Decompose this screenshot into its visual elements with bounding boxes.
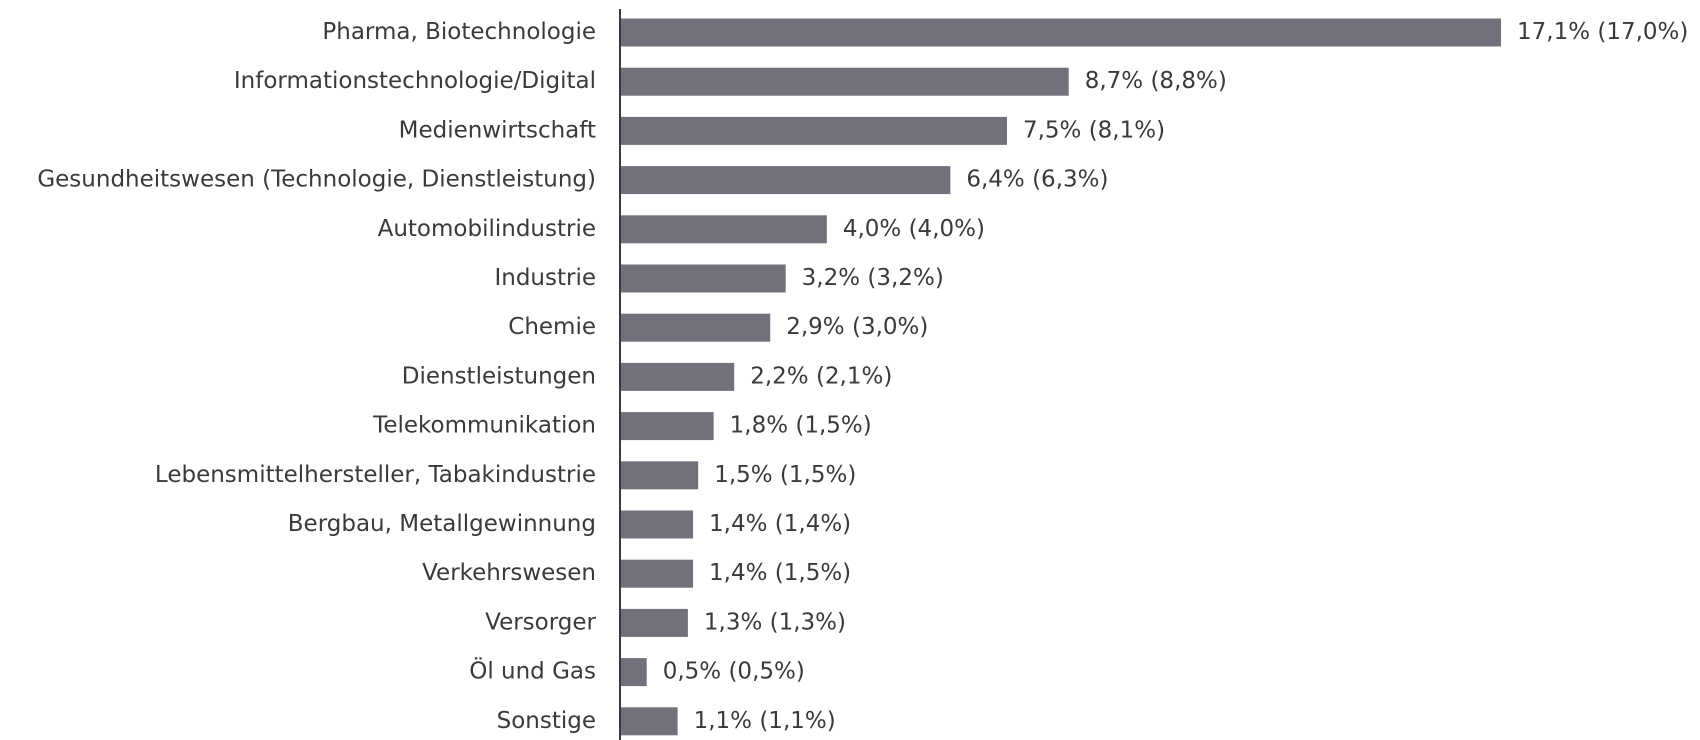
category-label: Informationstechnologie/Digital — [234, 68, 596, 94]
category-label: Lebensmittelhersteller, Tabakindustrie — [155, 462, 596, 488]
value-label: 1,4% (1,5%) — [709, 560, 851, 586]
value-label: 0,5% (0,5%) — [663, 659, 805, 685]
category-label: Verkehrswesen — [422, 560, 596, 586]
category-label: Öl und Gas — [469, 657, 596, 685]
value-label: 3,2% (3,2%) — [802, 265, 944, 291]
bar — [621, 707, 678, 736]
category-label: Pharma, Biotechnologie — [322, 19, 596, 45]
bar — [621, 116, 1007, 145]
value-label: 17,1% (17,0%) — [1517, 19, 1688, 45]
bar — [621, 461, 699, 490]
category-label: Chemie — [508, 314, 596, 340]
value-label: 1,8% (1,5%) — [730, 413, 872, 439]
bar — [621, 18, 1501, 47]
value-label: 1,3% (1,3%) — [704, 609, 846, 635]
bar — [621, 362, 735, 391]
value-label: 4,0% (4,0%) — [843, 216, 985, 242]
value-label: 8,7% (8,8%) — [1085, 68, 1227, 94]
value-label: 1,4% (1,4%) — [709, 511, 851, 537]
bar — [621, 608, 688, 637]
value-label: 2,2% (2,1%) — [750, 363, 892, 389]
category-label: Dienstleistungen — [402, 363, 596, 389]
value-label: 6,4% (6,3%) — [966, 167, 1108, 193]
bar — [621, 313, 771, 342]
category-label: Sonstige — [497, 708, 596, 734]
category-label: Bergbau, Metallgewinnung — [288, 511, 596, 537]
category-label: Gesundheitswesen (Technologie, Dienstlei… — [37, 167, 596, 193]
bar — [621, 215, 827, 244]
bar — [621, 510, 694, 539]
category-label: Telekommunikation — [372, 413, 596, 439]
category-label: Versorger — [485, 609, 596, 635]
value-label: 7,5% (8,1%) — [1023, 117, 1165, 143]
bar — [621, 67, 1069, 96]
bar — [621, 166, 951, 195]
category-label: Medienwirtschaft — [399, 117, 596, 143]
value-label: 2,9% (3,0%) — [786, 314, 928, 340]
bar — [621, 412, 714, 441]
category-label: Industrie — [494, 265, 596, 291]
category-label: Automobilindustrie — [378, 216, 596, 242]
bar — [621, 658, 647, 687]
bar — [621, 264, 786, 293]
value-label: 1,5% (1,5%) — [714, 462, 856, 488]
bar — [621, 559, 694, 588]
value-label: 1,1% (1,1%) — [694, 708, 836, 734]
